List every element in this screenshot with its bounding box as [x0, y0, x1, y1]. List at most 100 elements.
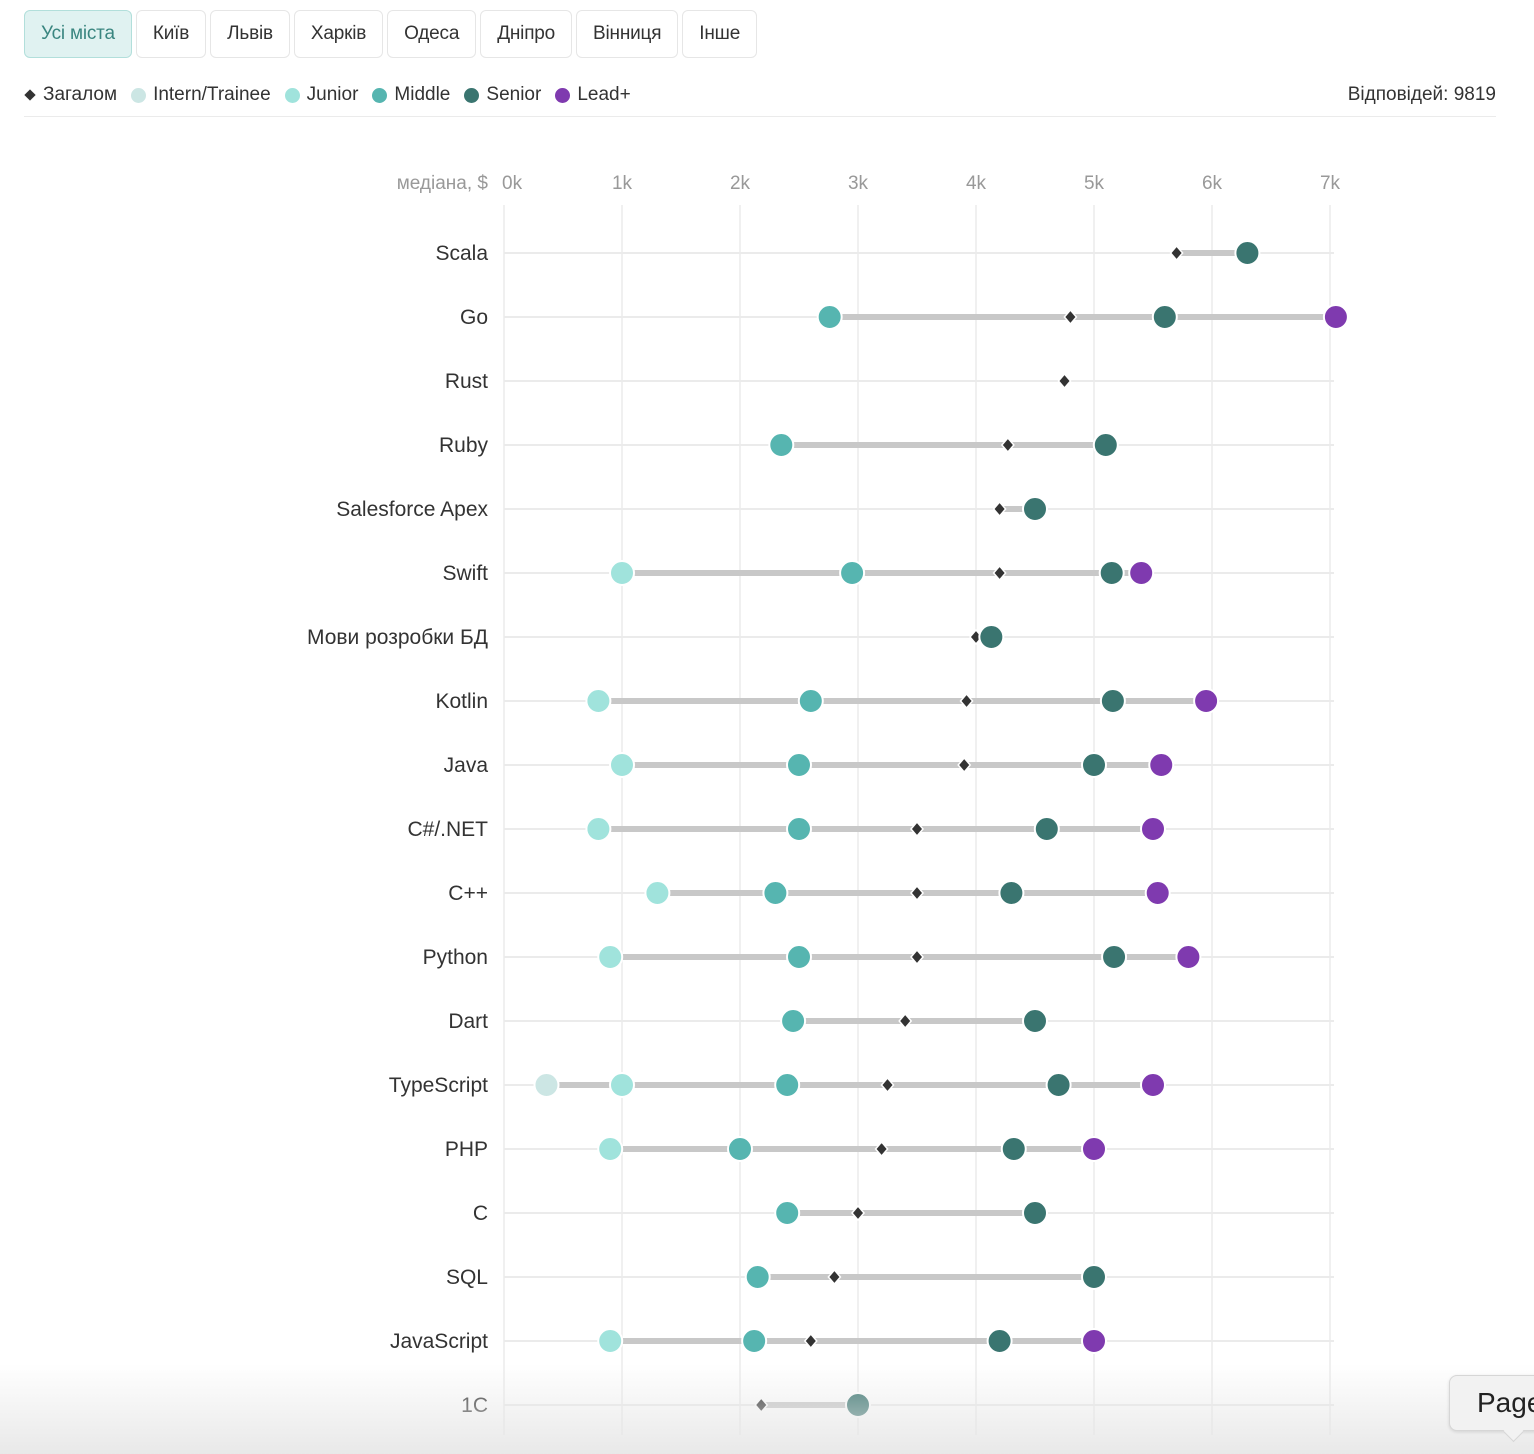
lead-point — [1128, 560, 1155, 586]
x-tick-label: 4k — [966, 173, 987, 194]
row-label: Java — [444, 754, 489, 777]
overall-marker — [992, 500, 1007, 518]
legend-item-lead: Lead+ — [555, 84, 631, 106]
middle-point — [774, 1072, 801, 1098]
row-label: SQL — [446, 1266, 488, 1289]
senior-point — [1033, 816, 1060, 842]
row-label: Python — [423, 946, 488, 969]
overall-marker — [959, 692, 974, 710]
legend-item-overall: Загалом — [24, 84, 117, 106]
overall-marker — [874, 1140, 889, 1158]
senior-point — [1081, 752, 1107, 778]
x-tick-label: 2k — [730, 173, 751, 194]
middle-point — [774, 1200, 801, 1226]
lead-point — [1140, 816, 1166, 842]
row-label: C — [473, 1202, 488, 1225]
middle-point — [727, 1136, 753, 1162]
legend-label-overall: Загалом — [43, 84, 118, 105]
row-label: C#/.NET — [407, 818, 488, 841]
senior-point — [998, 880, 1025, 906]
middle-point — [762, 880, 789, 906]
lead-point — [1148, 752, 1175, 778]
tab-2[interactable]: Львів — [210, 10, 290, 58]
senior-point — [978, 624, 1005, 650]
junior-point — [609, 752, 635, 778]
x-tick-label: 6k — [1202, 173, 1223, 194]
senior-point — [1099, 688, 1126, 714]
senior-point — [1101, 944, 1128, 970]
intern-point — [533, 1072, 560, 1098]
city-tabs: Усі міста Київ Львів Харків Одеса Дніпро Вінни… — [24, 10, 758, 58]
senior-point — [845, 1392, 871, 1418]
intern-dot-icon — [131, 87, 147, 103]
row-label: Мови розробки БД — [307, 626, 488, 649]
overall-marker — [803, 1332, 818, 1350]
senior-dot-icon — [464, 87, 480, 103]
page-button[interactable]: Page — [1449, 1375, 1534, 1431]
lead-point — [1081, 1328, 1107, 1354]
overall-marker — [1063, 308, 1078, 326]
junior-point — [585, 688, 612, 714]
senior-point — [1151, 304, 1178, 330]
tab-6[interactable]: Вінниця — [576, 10, 679, 58]
lead-point — [1175, 944, 1202, 970]
lead-point — [1081, 1136, 1107, 1162]
legend-item-intern: Intern/Trainee — [131, 84, 271, 106]
legend-item-middle: Middle — [372, 84, 450, 106]
row-label: Scala — [435, 242, 488, 265]
tab-3[interactable]: Харків — [293, 10, 384, 58]
overall-marker — [910, 820, 924, 838]
legend-item-senior: Senior — [464, 84, 541, 106]
middle-point — [744, 1264, 771, 1290]
lead-dot-icon — [555, 87, 571, 103]
tab-1[interactable]: Київ — [135, 10, 207, 58]
row-label: C++ — [448, 882, 488, 905]
legend-label-middle: Middle — [394, 84, 451, 105]
senior-point — [1081, 1264, 1107, 1290]
overall-marker — [827, 1268, 842, 1286]
lead-point — [1322, 304, 1349, 330]
row-label: 1C — [461, 1394, 488, 1417]
junior-point — [609, 1072, 635, 1098]
overall-marker — [910, 948, 924, 966]
senior-point — [1234, 240, 1261, 266]
junior-point — [644, 880, 671, 906]
overall-marker — [910, 884, 924, 902]
row-label: JavaScript — [390, 1330, 488, 1353]
middle-point — [786, 944, 812, 970]
middle-point — [780, 1008, 807, 1034]
legend-item-junior: Junior — [284, 84, 358, 106]
tab-4[interactable]: Одеса — [387, 10, 477, 58]
overall-marker — [880, 1076, 895, 1094]
row-label: PHP — [445, 1138, 488, 1161]
middle-dot-icon — [372, 87, 388, 103]
legend-label-senior: Senior — [486, 84, 542, 105]
responses-count: Відповідей: 9819 — [1347, 84, 1496, 105]
overall-marker — [851, 1204, 865, 1222]
overall-marker — [754, 1396, 769, 1414]
middle-point — [741, 1328, 768, 1354]
row-label: Kotlin — [435, 690, 488, 713]
junior-point — [597, 1136, 624, 1162]
senior-point — [1000, 1136, 1027, 1162]
senior-point — [1092, 432, 1119, 458]
row-label: Ruby — [439, 434, 489, 457]
row-label: Dart — [448, 1010, 488, 1033]
senior-point — [1022, 496, 1048, 522]
row-label: Go — [460, 306, 488, 329]
overall-marker — [1000, 436, 1015, 454]
middle-point — [839, 560, 866, 586]
tab-5[interactable]: Дніпро — [480, 10, 573, 58]
senior-point — [1022, 1200, 1048, 1226]
middle-point — [797, 688, 824, 714]
middle-point — [768, 432, 795, 458]
legend: Загалом Intern/Trainee Junior Middle Sen… — [24, 84, 645, 106]
tab-0[interactable]: Усі міста — [24, 10, 132, 58]
overall-marker — [1169, 244, 1184, 262]
overall-marker — [957, 756, 972, 774]
senior-point — [1098, 560, 1125, 586]
junior-point — [597, 944, 624, 970]
tab-7[interactable]: Інше — [682, 10, 758, 58]
overall-marker — [898, 1012, 913, 1030]
